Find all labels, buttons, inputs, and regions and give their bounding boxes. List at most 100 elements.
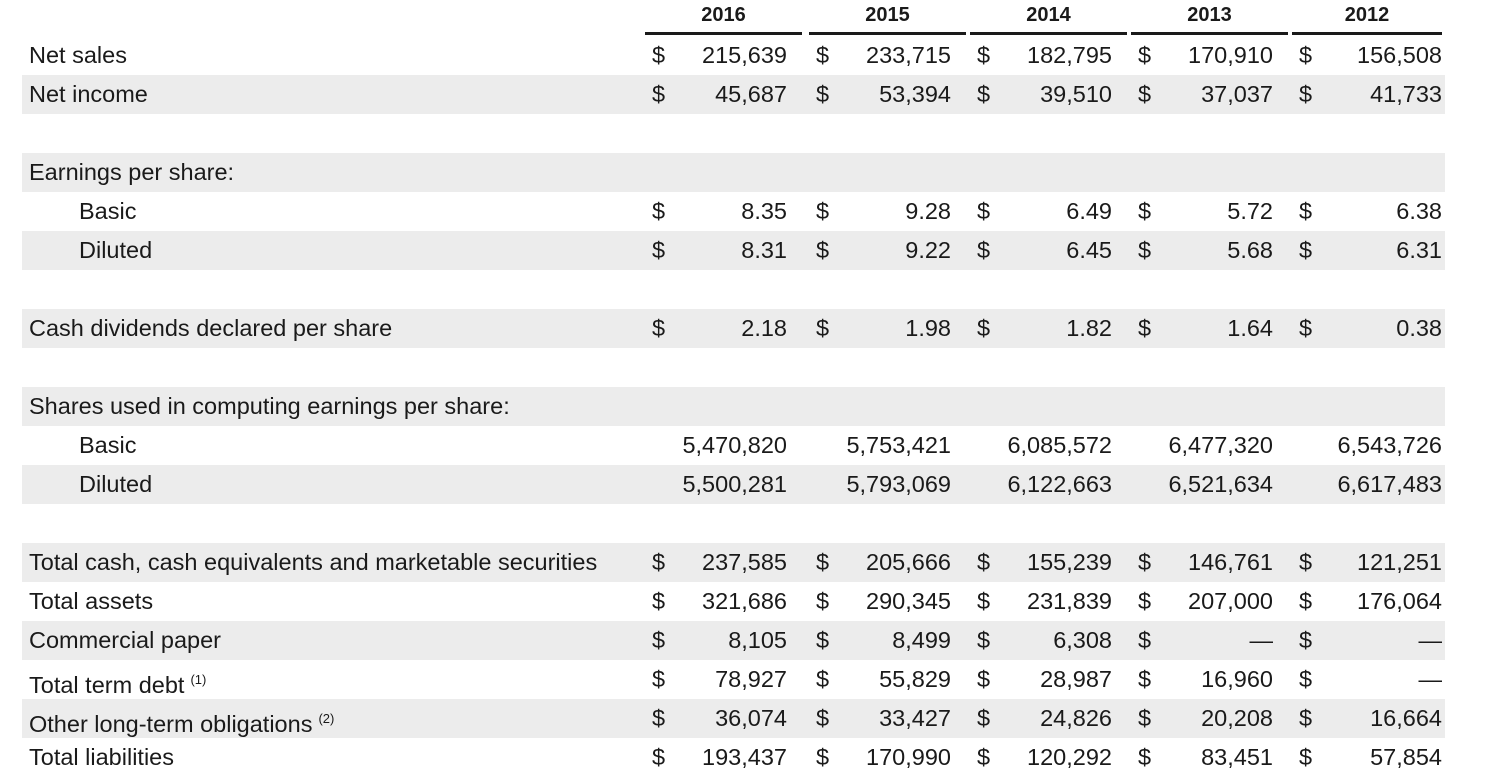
row-label: Total cash, cash equivalents and marketa… — [29, 543, 597, 582]
year-header-2015: 2015 — [809, 0, 966, 35]
row-label-text: Total assets — [29, 588, 154, 614]
currency-symbol: $ — [1138, 588, 1152, 614]
spacer-row — [22, 348, 1445, 387]
cell-value-2012: 41,733 — [1370, 81, 1442, 107]
currency-symbol: $ — [816, 198, 830, 224]
currency-symbol: $ — [652, 627, 666, 653]
year-header-2013: 2013 — [1131, 0, 1288, 35]
row-label: Cash dividends declared per share — [29, 309, 392, 348]
currency-symbol: $ — [1138, 42, 1152, 68]
cell-value-2013: 207,000 — [1188, 588, 1273, 614]
currency-symbol: $ — [816, 42, 830, 68]
cell-value-2012: — — [1418, 627, 1443, 653]
cell-value-2016: 2.18 — [741, 315, 787, 341]
currency-symbol: $ — [816, 627, 830, 653]
currency-symbol: $ — [977, 81, 991, 107]
table-row: Diluted $8.31 $9.22 $6.45 $5.68 $6.31 — [22, 231, 1445, 270]
cell-value-2014: 6,085,572 — [1007, 432, 1112, 458]
currency-symbol: $ — [1138, 198, 1152, 224]
currency-symbol: $ — [1138, 549, 1152, 575]
row-label: Net income — [29, 75, 148, 114]
currency-symbol: $ — [1299, 588, 1313, 614]
cell-value-2014: 6,122,663 — [1007, 471, 1112, 497]
cell-value-2013: 16,960 — [1201, 666, 1273, 692]
year-header-2012: 2012 — [1292, 0, 1442, 35]
cell-value-2012: 156,508 — [1357, 42, 1442, 68]
row-label-text: Basic — [79, 198, 137, 224]
cell-value-2013: 146,761 — [1188, 549, 1273, 575]
cell-value-2013: 5.72 — [1227, 198, 1273, 224]
cell-value-2013: 6,477,320 — [1168, 432, 1273, 458]
cell-value-2014: 6.45 — [1066, 237, 1112, 263]
table-row: Total assets $321,686 $290,345 $231,839 $207… — [22, 582, 1445, 621]
currency-symbol: $ — [816, 237, 830, 263]
cell-value-2014: 182,795 — [1027, 42, 1112, 68]
cell-value-2015: 205,666 — [866, 549, 951, 575]
row-label-text: Net income — [29, 81, 148, 107]
row-label: Earnings per share: — [29, 153, 234, 192]
cell-value-2015: 33,427 — [879, 705, 951, 731]
row-label-text: Net sales — [29, 42, 127, 68]
currency-symbol: $ — [816, 315, 830, 341]
cell-value-2016: 321,686 — [702, 588, 787, 614]
cell-value-2012: 6.38 — [1396, 198, 1442, 224]
table-row: Diluted 5,500,281 5,793,069 6,122,663 6,521,… — [22, 465, 1445, 504]
table-row: Other long-term obligations (2) $36,074 $33… — [22, 699, 1445, 738]
table-row: Total liabilities $193,437 $170,990 $120,29… — [22, 738, 1445, 777]
table-row: Net sales $215,639 $233,715 $182,795 $170,91… — [22, 36, 1445, 75]
cell-value-2016: 8,105 — [728, 627, 787, 653]
currency-symbol: $ — [977, 198, 991, 224]
currency-symbol: $ — [652, 549, 666, 575]
row-label-text: Basic — [79, 432, 137, 458]
cell-value-2012: 6.31 — [1396, 237, 1442, 263]
currency-symbol: $ — [816, 705, 830, 731]
cell-value-2015: 5,793,069 — [846, 471, 951, 497]
currency-symbol: $ — [977, 315, 991, 341]
table-row: Total term debt (1) $78,927 $55,829 $28,987 $… — [22, 660, 1445, 699]
row-label-text: Earnings per share: — [29, 159, 235, 185]
cell-value-2015: 170,990 — [866, 744, 951, 770]
currency-symbol: $ — [816, 549, 830, 575]
currency-symbol: $ — [1138, 744, 1152, 770]
cell-value-2012: 121,251 — [1357, 549, 1442, 575]
cell-value-2013: — — [1249, 627, 1274, 653]
row-label: Total liabilities — [29, 738, 174, 777]
currency-symbol: $ — [977, 588, 991, 614]
cell-value-2015: 9.22 — [905, 237, 951, 263]
cell-value-2014: 120,292 — [1027, 744, 1112, 770]
row-label: Basic — [79, 192, 136, 231]
spacer-row — [22, 114, 1445, 153]
currency-symbol: $ — [652, 666, 666, 692]
table-row: Basic 5,470,820 5,753,421 6,085,572 6,477,32… — [22, 426, 1445, 465]
currency-symbol: $ — [1299, 237, 1313, 263]
currency-symbol: $ — [1299, 315, 1313, 341]
cell-value-2016: 5,500,281 — [682, 471, 787, 497]
cell-value-2015: 53,394 — [879, 81, 951, 107]
cell-value-2013: 1.64 — [1227, 315, 1273, 341]
currency-symbol: $ — [1299, 666, 1313, 692]
cell-value-2012: 6,543,726 — [1337, 432, 1442, 458]
currency-symbol: $ — [977, 549, 991, 575]
cell-value-2013: 20,208 — [1201, 705, 1273, 731]
row-label: Net sales — [29, 36, 127, 75]
currency-symbol: $ — [977, 237, 991, 263]
cell-value-2014: 6,308 — [1053, 627, 1112, 653]
cell-value-2015: 9.28 — [905, 198, 951, 224]
cell-value-2014: 1.82 — [1066, 315, 1112, 341]
cell-value-2015: 8,499 — [892, 627, 951, 653]
cell-value-2016: 78,927 — [715, 666, 787, 692]
cell-value-2014: 6.49 — [1066, 198, 1112, 224]
cell-value-2016: 8.35 — [741, 198, 787, 224]
currency-symbol: $ — [1299, 705, 1313, 731]
currency-symbol: $ — [1299, 198, 1313, 224]
row-label-text: Total liabilities — [29, 744, 174, 770]
row-label: Total assets — [29, 582, 153, 621]
year-header-2016: 2016 — [645, 0, 802, 35]
currency-symbol: $ — [652, 744, 666, 770]
cell-value-2016: 36,074 — [715, 705, 787, 731]
cell-value-2014: 231,839 — [1027, 588, 1112, 614]
currency-symbol: $ — [977, 705, 991, 731]
row-label: Diluted — [79, 231, 152, 270]
currency-symbol: $ — [652, 588, 666, 614]
cell-value-2015: 55,829 — [879, 666, 951, 692]
